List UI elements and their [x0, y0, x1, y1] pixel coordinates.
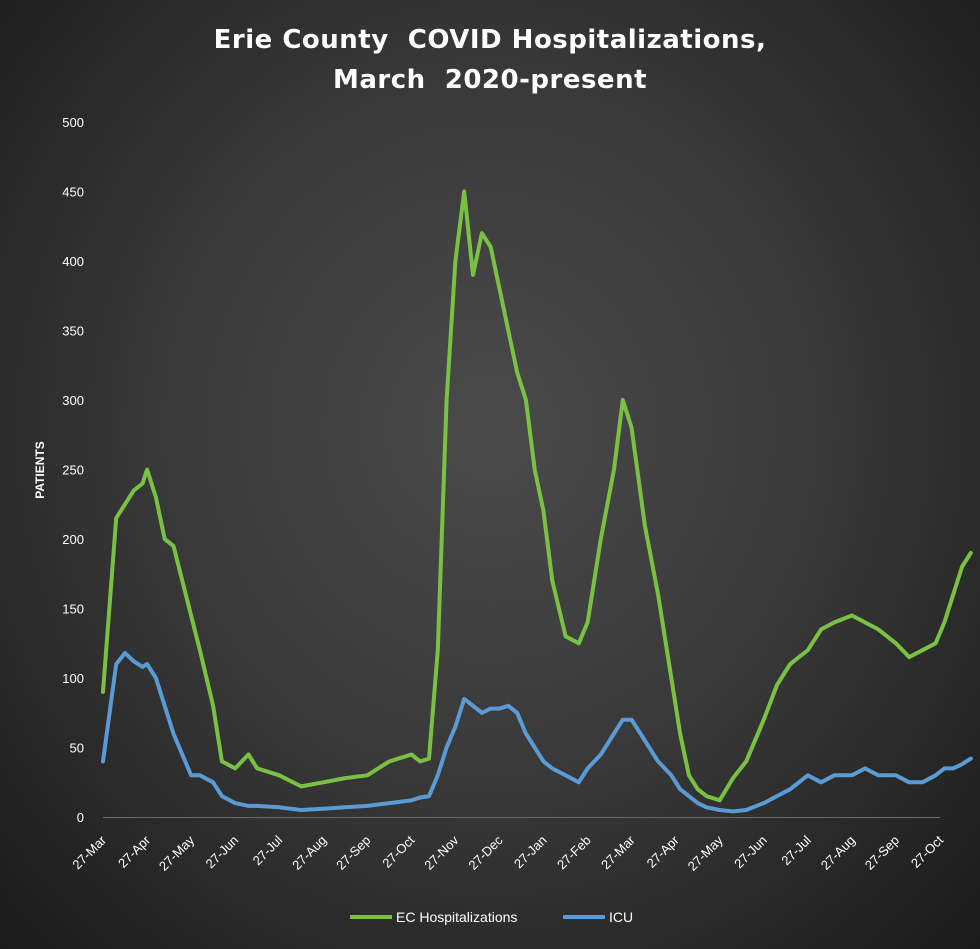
y-tick-label: 0 — [77, 810, 84, 825]
x-tick-label: 27-Mar — [69, 832, 109, 872]
x-tick-label: 27-May — [685, 832, 727, 874]
legend: EC Hospitalizations ICU — [350, 909, 633, 925]
x-tick-label: 27-Dec — [465, 832, 506, 873]
x-tick-label: 27-May — [156, 832, 198, 874]
x-tick-label: 27-Aug — [289, 833, 329, 873]
series-lines — [101, 189, 973, 814]
x-tick-label: 27-Jun — [731, 833, 770, 872]
x-tick-label: 27-Apr — [644, 832, 683, 871]
x-tick-label: 27-Sep — [862, 833, 902, 873]
y-tick-label: 350 — [62, 324, 84, 339]
y-tick-label: 500 — [62, 115, 84, 130]
y-tick-label: 300 — [62, 393, 84, 408]
y-axis-title: PATIENTS — [33, 441, 47, 499]
x-tick-label: 27-Aug — [818, 833, 858, 873]
y-tick-label: 400 — [62, 254, 84, 269]
x-tick-label: 27-Jan — [511, 833, 550, 872]
x-tick-label: 27-Oct — [379, 832, 417, 870]
x-tick-label: 27-Sep — [333, 833, 373, 873]
legend-label: ICU — [609, 909, 633, 925]
x-tick-label: 27-Nov — [421, 832, 462, 873]
y-tick-label: 200 — [62, 532, 84, 547]
x-tick-label: 27-Jun — [203, 833, 242, 872]
chart-title-line-2: March 2020-present — [332, 65, 648, 95]
x-tick-label: 27-Jul — [250, 832, 286, 868]
y-axis-ticks: 0 50 100 150 200 250 300 350 400 450 500 — [62, 115, 84, 825]
x-axis-ticks: 27-Mar 27-Apr 27-May 27-Jun 27-Jul 27-Aug 27-S… — [69, 832, 946, 874]
series-line-ec-hospitalizations — [101, 189, 973, 803]
chart-title-line-1: Erie County COVID Hospitalizations, — [213, 25, 767, 55]
chart-title: Erie County COVID Hospitalizations, Marc… — [0, 20, 980, 100]
x-tick-label: 27-Feb — [554, 833, 594, 873]
x-tick-label: 27-Apr — [115, 832, 154, 871]
y-tick-label: 50 — [70, 741, 84, 756]
y-tick-label: 250 — [62, 463, 84, 478]
x-tick-label: 27-Oct — [908, 832, 946, 870]
legend-label: EC Hospitalizations — [396, 909, 517, 925]
x-tick-label: 27-Mar — [598, 832, 638, 872]
y-tick-label: 150 — [62, 602, 84, 617]
y-tick-label: 450 — [62, 185, 84, 200]
series-line-icu — [101, 651, 973, 814]
y-tick-label: 100 — [62, 671, 84, 686]
x-tick-label: 27-Jul — [778, 832, 814, 868]
